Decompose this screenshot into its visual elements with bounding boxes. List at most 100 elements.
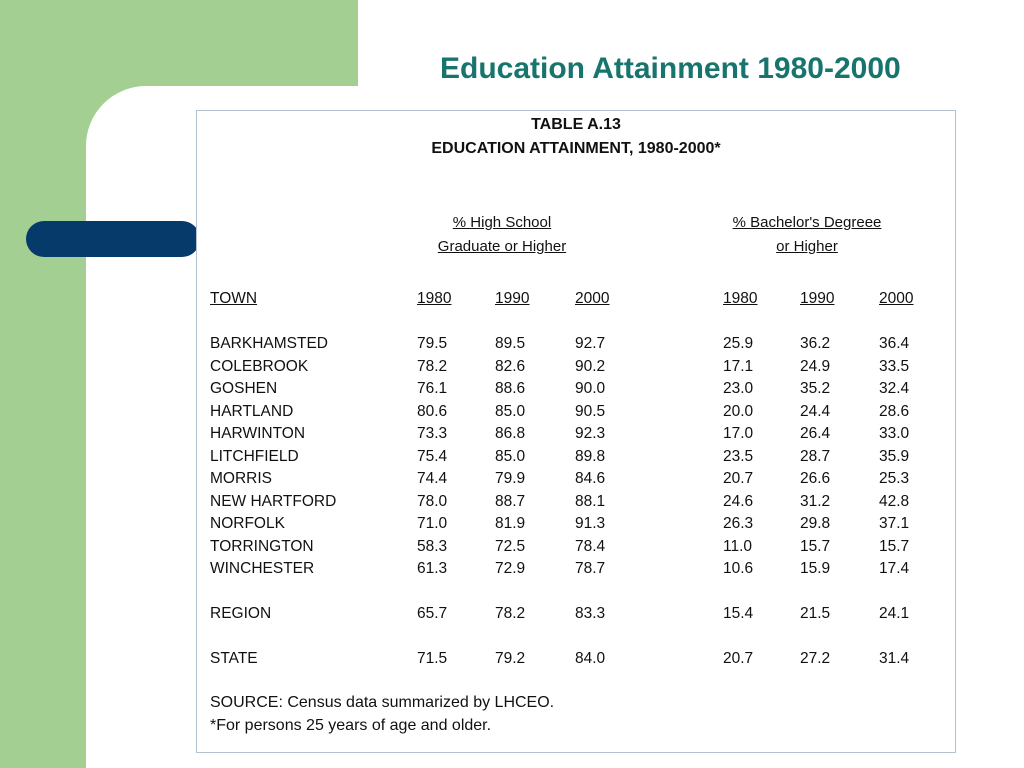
table-row-hs-1990: 88.7 (495, 492, 526, 510)
table-row-ba-1990: 15.7 (800, 537, 831, 555)
table-row-town: GOSHEN (210, 380, 278, 397)
table-row-ba-2000: 33.0 (879, 425, 910, 442)
state-row-ba-2000: 31.4 (879, 650, 910, 667)
table-row-ba-1990: 28.7 (800, 447, 831, 465)
group-header-bachelor-line2: or Higher (776, 238, 838, 255)
table-row-hs-1980: 74.4 (417, 470, 448, 487)
table-row-hs-2000: 92.3 (575, 425, 606, 442)
table-row-ba-1990: 31.2 (800, 492, 831, 510)
table-row-hs-2000: 90.2 (575, 357, 606, 375)
table-row-town: HARTLAND (210, 402, 294, 420)
table-row-hs-1980: 73.3 (417, 425, 448, 442)
table-row-ba-2000: 35.9 (879, 447, 910, 465)
table-row-hs-1990: 79.9 (495, 470, 526, 487)
state-row-town: STATE (210, 650, 258, 667)
table-row-ba-1980: 23.5 (723, 447, 754, 465)
decorative-navy-pill (26, 221, 200, 257)
table-row-hs-1980: 76.1 (417, 380, 448, 397)
column-header-hs-2000: 2000 (575, 290, 610, 307)
column-header-ba-1980: 1980 (723, 290, 758, 307)
column-header-hs-1980: 1980 (417, 290, 452, 307)
table-row-town: NORFOLK (210, 515, 285, 532)
table-row-hs-2000: 78.4 (575, 537, 606, 555)
table-source: SOURCE: Census data summarized by LHCEO. (210, 694, 555, 711)
table-row-town: LITCHFIELD (210, 447, 299, 465)
table-row-ba-1980: 10.6 (723, 560, 754, 577)
table-caption-title: EDUCATION ATTAINMENT, 1980-2000* (431, 140, 721, 157)
column-header-town: TOWN (210, 290, 258, 307)
table-row-hs-2000: 91.3 (575, 515, 606, 532)
table-row-hs-2000: 78.7 (575, 560, 606, 577)
table-row-hs-1980: 79.5 (417, 335, 448, 352)
table-row-ba-2000: 25.3 (879, 470, 910, 487)
table-row-hs-2000: 90.5 (575, 402, 606, 420)
table-row-hs-1990: 82.6 (495, 357, 526, 375)
table-row-town: COLEBROOK (210, 357, 309, 375)
table-row-ba-2000: 15.7 (879, 537, 910, 555)
table-row-hs-2000: 88.1 (575, 492, 606, 510)
state-row-hs-1990: 79.2 (495, 650, 526, 667)
region-row-hs-1980: 65.7 (417, 605, 448, 622)
region-row-ba-1990: 21.5 (800, 605, 831, 622)
group-header-bachelor: % Bachelor's Degreee or Higher (702, 211, 912, 259)
table-row-ba-1990: 36.2 (800, 335, 831, 352)
table-row-hs-1980: 61.3 (417, 560, 448, 577)
table-row-ba-1980: 17.0 (723, 425, 754, 442)
column-header-hs-1990: 1990 (495, 290, 530, 307)
table-row-hs-2000: 90.0 (575, 380, 606, 397)
table-row-hs-1990: 81.9 (495, 515, 526, 532)
table-row-hs-1980: 71.0 (417, 515, 448, 532)
table-row-hs-1980: 78.0 (417, 492, 448, 510)
table-row-hs-2000: 89.8 (575, 447, 606, 465)
table-row-town: BARKHAMSTED (210, 335, 328, 352)
table-row-hs-2000: 84.6 (575, 470, 606, 487)
table-row-hs-1980: 75.4 (417, 447, 448, 465)
region-row-hs-2000: 83.3 (575, 605, 606, 622)
group-header-high-school-line1: % High School (452, 214, 552, 231)
table-row-ba-1990: 26.4 (800, 425, 831, 442)
table-row-town: WINCHESTER (210, 560, 315, 577)
table-row-ba-1980: 25.9 (723, 335, 754, 352)
column-header-ba-2000: 2000 (879, 290, 914, 307)
table-row-ba-1980: 23.0 (723, 380, 754, 397)
table-row-ba-1980: 24.6 (723, 492, 754, 510)
table-row-ba-2000: 42.8 (879, 492, 910, 510)
table-row-hs-1980: 80.6 (417, 402, 448, 420)
table-row-hs-1990: 89.5 (495, 335, 526, 352)
table-row-ba-2000: 36.4 (879, 335, 910, 352)
table-image: TABLE A.13 EDUCATION ATTAINMENT, 1980-20… (196, 110, 956, 753)
table-row-town: MORRIS (210, 470, 272, 487)
table-row-ba-1990: 35.2 (800, 380, 831, 397)
table-row-ba-2000: 28.6 (879, 402, 910, 420)
state-row-ba-1980: 20.7 (723, 650, 754, 667)
table-row-hs-1990: 86.8 (495, 425, 526, 442)
table-row-ba-1980: 20.0 (723, 402, 754, 420)
region-row-ba-1980: 15.4 (723, 605, 754, 622)
table-footnote: *For persons 25 years of age and older. (210, 717, 492, 734)
table-row-town: TORRINGTON (210, 537, 314, 555)
table-row-ba-1990: 24.4 (800, 402, 831, 420)
table-row-ba-1990: 29.8 (800, 515, 831, 532)
slide-title: Education Attainment 1980-2000 (440, 52, 901, 85)
table-row-hs-1990: 72.9 (495, 560, 526, 577)
state-row-hs-2000: 84.0 (575, 650, 606, 667)
state-row-hs-1980: 71.5 (417, 650, 448, 667)
table-row-hs-1980: 58.3 (417, 537, 448, 555)
group-header-bachelor-line1: % Bachelor's Degreee (732, 214, 882, 231)
table-row-ba-1980: 11.0 (723, 537, 753, 555)
table-row-ba-1980: 20.7 (723, 470, 754, 487)
table-row-hs-1990: 72.5 (495, 537, 526, 555)
table-row-ba-2000: 33.5 (879, 357, 910, 375)
table-row-ba-2000: 17.4 (879, 560, 910, 577)
table-row-hs-2000: 92.7 (575, 335, 606, 352)
group-header-high-school: % High School Graduate or Higher (402, 211, 602, 259)
table-row-hs-1980: 78.2 (417, 357, 448, 375)
region-row-ba-2000: 24.1 (879, 605, 910, 622)
table-row-ba-1980: 26.3 (723, 515, 754, 532)
table-row-town: HARWINTON (210, 425, 306, 442)
table-row-ba-2000: 37.1 (879, 515, 910, 532)
group-header-high-school-line2: Graduate or Higher (437, 238, 567, 255)
table-row-hs-1990: 85.0 (495, 402, 526, 420)
table-caption-number: TABLE A.13 (531, 116, 621, 133)
region-row-hs-1990: 78.2 (495, 605, 526, 622)
